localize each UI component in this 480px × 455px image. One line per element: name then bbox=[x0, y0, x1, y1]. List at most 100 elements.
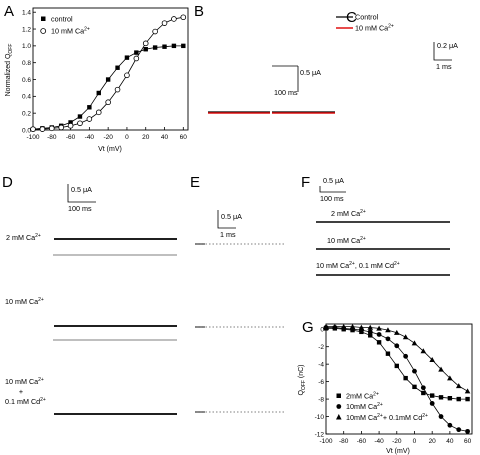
panel-g-xtick-label: -40 bbox=[374, 438, 384, 445]
panel-a-point bbox=[39, 126, 46, 132]
panel-f: F 0.5 μA 100 ms 2 mM Ca2+ 10 mM Ca2+ 10 … bbox=[301, 174, 450, 276]
panel-g-xtick-label: -60 bbox=[357, 438, 367, 445]
panel-a-xtick-label: -80 bbox=[47, 134, 57, 141]
panel-a-point bbox=[105, 99, 111, 106]
panel-a-point bbox=[48, 125, 55, 132]
panel-a-series-1 bbox=[30, 14, 187, 132]
panel-a-ytick-label: 1.4 bbox=[22, 10, 31, 17]
panel-a-point bbox=[86, 116, 93, 122]
panel-d-label-cd-line1: 10 mM Ca2+ bbox=[5, 377, 44, 386]
legend-marker-2mm bbox=[336, 393, 341, 398]
panel-a-point bbox=[180, 14, 187, 21]
panel-g-xtick-label: 0 bbox=[413, 438, 417, 445]
panel-g-point bbox=[447, 375, 453, 381]
panel-a-point bbox=[152, 28, 158, 35]
panel-a-xtick-label: 20 bbox=[142, 134, 150, 141]
panel-a-point bbox=[67, 122, 74, 129]
panel-g-series-0 bbox=[323, 326, 470, 402]
panel-a-point bbox=[142, 40, 149, 47]
panel-a-series-0 bbox=[30, 43, 186, 132]
panel-a-legend: control 10 mM Ca2+ bbox=[40, 15, 90, 36]
panel-a-point bbox=[68, 120, 73, 125]
panel-b: B 0.5 μA 100 ms bbox=[194, 3, 335, 114]
panel-g-xtick-label: 60 bbox=[464, 438, 472, 445]
panel-c-legend-calcium: 10 mM Ca2+ bbox=[355, 24, 394, 33]
panel-d-label-cd-line3: 0.1 mM Cd2+ bbox=[5, 397, 46, 406]
panel-g-xtick-label: 20 bbox=[429, 438, 437, 445]
panel-g-point bbox=[438, 414, 444, 419]
panel-g-point bbox=[420, 348, 427, 354]
panel-g-point bbox=[376, 325, 382, 331]
panel-d-label-10mm: 10 mM Ca2+ bbox=[5, 297, 44, 306]
panel-g-point bbox=[456, 396, 461, 402]
panel-c-legend: Control 10 mM Ca2+ bbox=[336, 13, 394, 33]
panel-g-point bbox=[412, 384, 417, 390]
panel-a-point bbox=[171, 43, 177, 49]
panel-a-xtick-label: -40 bbox=[85, 134, 95, 141]
panel-a-x-ticks: -100 -80 -60 -40 -20 0 20 40 60 bbox=[26, 127, 187, 141]
panel-d-scale-current: 0.5 μA bbox=[71, 185, 92, 194]
panel-b-letter: B bbox=[194, 3, 204, 20]
panel-a-point bbox=[124, 55, 130, 60]
panel-c-scale-time: 1 ms bbox=[436, 62, 452, 71]
panel-a-point bbox=[134, 50, 139, 55]
panel-g-xlabel: Vt (mV) bbox=[386, 448, 410, 455]
panel-a-ytick-label: 1.0 bbox=[22, 43, 31, 50]
panel-b-scale-current: 0.5 μA bbox=[300, 68, 321, 77]
panel-g-point bbox=[447, 422, 453, 428]
panel-g-point bbox=[465, 428, 470, 434]
panel-g-legend: 2mM Ca2+ 10mM Ca2+ 10mM Ca2++ 0.1mM Cd2+ bbox=[336, 392, 428, 422]
panel-e-scalebar bbox=[217, 210, 236, 229]
panel-a-point bbox=[96, 90, 101, 96]
panel-g-series-2 bbox=[323, 323, 471, 394]
panel-a-point bbox=[152, 45, 158, 50]
panel-g-xtick-label: -100 bbox=[319, 438, 332, 445]
legend-label-calcium: 10 mM Ca2+ bbox=[51, 27, 90, 36]
panel-g-ytick-label: -6 bbox=[318, 379, 324, 386]
panel-f-scalebar bbox=[319, 186, 346, 193]
panel-g-point bbox=[368, 333, 373, 338]
panel-g-point bbox=[394, 363, 399, 369]
panel-g-y-ticks: 0 -2 -4 -6 -8 -10 -12 bbox=[315, 327, 329, 438]
panel-g-point bbox=[447, 396, 453, 401]
panel-a-point bbox=[77, 114, 83, 119]
panel-a-ylabel: Normalized QOFF bbox=[5, 44, 14, 97]
panel-a-point bbox=[181, 43, 186, 49]
panel-a-point bbox=[115, 65, 120, 70]
panel-e-letter: E bbox=[190, 174, 200, 191]
panel-a-ytick-label: 0.0 bbox=[22, 127, 31, 134]
panel-c: C Control 10 mM Ca2+ 0.2 μA 1 ms bbox=[336, 9, 458, 71]
panel-g-xtick-label: 40 bbox=[446, 438, 454, 445]
panel-d-scale-time: 100 ms bbox=[68, 204, 92, 213]
panel-a-point bbox=[30, 126, 36, 132]
panel-a-letter: A bbox=[4, 3, 14, 20]
panel-g-ytick-label: -2 bbox=[318, 344, 324, 351]
panel-a-point bbox=[161, 20, 168, 26]
panel-f-scale-current: 0.5 μA bbox=[323, 176, 344, 185]
panel-a-xtick-label: 40 bbox=[161, 134, 169, 141]
panel-g-point bbox=[429, 401, 435, 406]
panel-b-scale-time: 100 ms bbox=[274, 88, 298, 97]
panel-g-point bbox=[349, 323, 356, 329]
panel-g-ylabel: QOFF (nC) bbox=[298, 364, 307, 395]
panel-c-scalebar bbox=[433, 42, 452, 61]
panel-g-point bbox=[429, 356, 435, 362]
legend-label-10mm: 10mM Ca2+ bbox=[346, 402, 383, 411]
panel-a-point bbox=[95, 109, 102, 116]
panel-g-xtick-label: -80 bbox=[339, 438, 349, 445]
panel-e-scale-time: 1 ms bbox=[220, 230, 236, 239]
panel-g-ytick-label: 0 bbox=[320, 327, 324, 334]
panel-a-xtick-label: 0 bbox=[125, 134, 129, 141]
legend-label-cd: 10mM Ca2++ 0.1mM Cd2+ bbox=[346, 413, 428, 422]
panel-g-point bbox=[385, 351, 391, 356]
panel-g-ytick-label: -8 bbox=[318, 396, 324, 403]
panel-g-point bbox=[429, 393, 435, 398]
panel-a-ytick-label: 0.8 bbox=[22, 60, 31, 67]
panel-d: D 0.5 μA 100 ms 2 mM Ca2+ 10 mM Ca2+ 10 … bbox=[2, 174, 177, 415]
panel-a-point bbox=[105, 77, 111, 82]
panel-a-point bbox=[133, 55, 140, 62]
panel-g-point bbox=[376, 332, 382, 337]
panel-g-point bbox=[323, 323, 329, 329]
panel-g-ytick-label: -12 bbox=[315, 431, 325, 438]
panel-e: E 0.5 μA 1 ms bbox=[190, 174, 285, 413]
